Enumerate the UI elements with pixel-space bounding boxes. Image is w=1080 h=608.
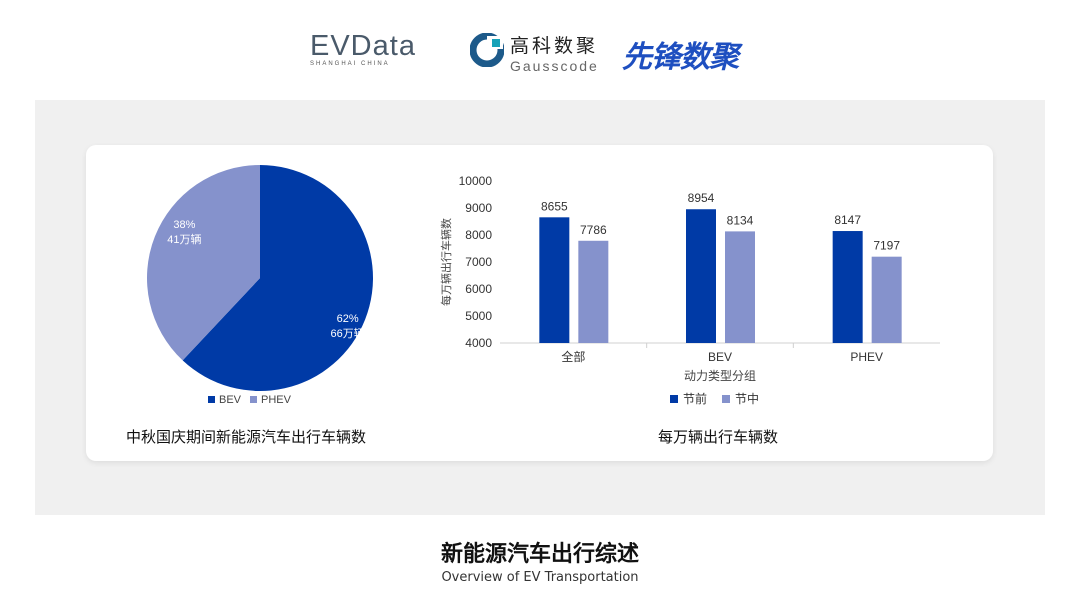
y-tick-label: 6000	[465, 282, 492, 296]
bar-data-label: 8655	[541, 199, 568, 213]
gausscode-mark-icon	[469, 32, 505, 68]
bar-legend-swatch	[670, 395, 678, 403]
charts-svg: 62%66万辆 BEV 38%41万辆 PHEV 中秋国庆期间新能源汽车出行车辆数 40…	[126, 165, 940, 446]
pie-chart: 62%66万辆 BEV 38%41万辆 PHEV 中秋国庆期间新能源汽车出行车辆数	[126, 165, 373, 446]
evdata-logo-text: EVData	[310, 30, 416, 62]
bar-legend-label: 节前	[683, 391, 707, 406]
bar-data-label: 8134	[727, 213, 754, 227]
bar-节前	[832, 231, 863, 343]
y-tick-label: 9000	[465, 201, 492, 215]
pie-label-value: 66万辆	[331, 326, 365, 340]
logo-bar: EVData SHANGHAI CHINA 高科数聚 Gausscode 先锋数…	[0, 0, 1080, 90]
pie-label-percent: 38%	[173, 219, 195, 231]
pie-slice-phev	[146, 165, 260, 361]
xianfeng-logo: 先锋数聚	[622, 41, 739, 74]
y-tick-label: 5000	[465, 309, 492, 323]
bar-节中	[871, 256, 902, 343]
chart-card: 62% 66万辆 BEV 38% 41万辆 PHEV 中秋国庆期间新能源汽车出行车辆数 40…	[86, 145, 993, 461]
bar-legend-swatch	[722, 395, 730, 403]
bar-节中	[578, 240, 609, 343]
bar-legend-label: 节中	[735, 391, 759, 406]
y-axis-title: 每万辆出行车辆数	[439, 218, 453, 306]
bar-data-label: 7197	[873, 239, 900, 253]
y-tick-label: 7000	[465, 255, 492, 269]
bar-data-label: 8954	[688, 191, 715, 205]
y-tick-label: 4000	[465, 336, 492, 350]
x-tick-label: 全部	[561, 349, 585, 364]
pie-legend-swatch	[250, 396, 257, 403]
y-tick-label: 10000	[459, 174, 493, 188]
bar-title: 每万辆出行车辆数	[658, 429, 778, 446]
bar-chart: 4000 5000 6000 7000 8000 9000 10000 全部 8655 7786 B…	[439, 174, 940, 446]
pie-legend-label: PHEV	[261, 394, 292, 406]
pie-label-percent: 62%	[337, 313, 359, 325]
pie-label-value: 41万辆	[167, 232, 201, 246]
bar-节中	[725, 231, 755, 343]
evdata-logo: EVData SHANGHAI CHINA	[310, 30, 416, 67]
footer-title: 新能源汽车出行综述	[440, 542, 639, 567]
bar-节前	[686, 209, 716, 343]
pie-legend-swatch	[208, 396, 215, 403]
gausscode-cn: 高科数聚	[510, 36, 599, 57]
x-axis-title: 动力类型分组	[684, 369, 756, 383]
gausscode-en: Gausscode	[510, 58, 599, 74]
bar-data-label: 8147	[834, 213, 861, 227]
y-tick-label: 8000	[465, 228, 492, 242]
footer-subtitle: Overview of EV Transportation	[441, 570, 639, 585]
x-tick-label: BEV	[708, 350, 732, 364]
pie-title: 中秋国庆期间新能源汽车出行车辆数	[126, 429, 366, 446]
gausscode-logo: 高科数聚 Gausscode	[469, 32, 597, 74]
pie-slice-bev	[182, 165, 373, 391]
x-tick-label: PHEV	[850, 350, 883, 364]
pie-legend-label: BEV	[219, 394, 242, 406]
evdata-logo-sub: SHANGHAI CHINA	[310, 61, 390, 67]
bar-data-label: 7786	[580, 223, 607, 237]
bar-节前	[539, 217, 570, 343]
